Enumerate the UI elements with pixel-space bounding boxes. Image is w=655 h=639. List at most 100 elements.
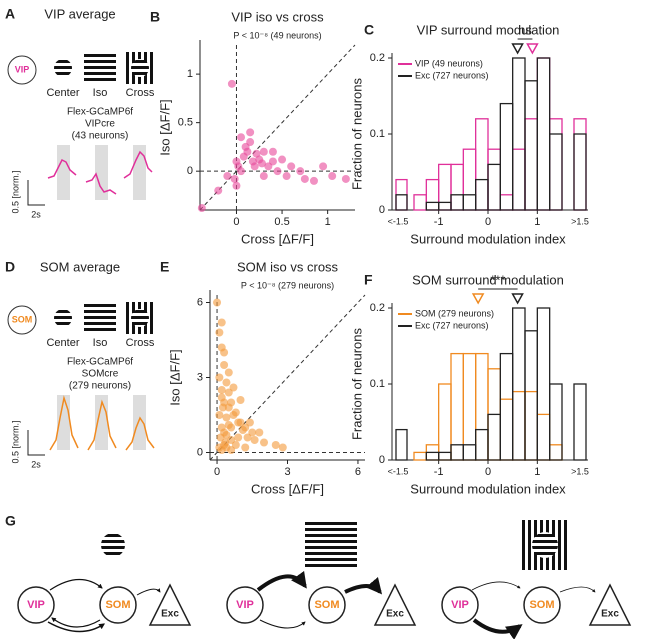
- panel-a: A VIP average VIP Center Iso Cross Flex-…: [5, 6, 156, 219]
- point: [232, 181, 241, 190]
- bar: [536, 57, 551, 211]
- reporter: (43 neurons): [72, 131, 129, 142]
- point: [236, 396, 245, 404]
- panel-g: G VIP SOM Exc VIP SOM Exc VIP SOM Exc: [5, 513, 632, 639]
- bar: [524, 80, 538, 211]
- bar: [450, 352, 464, 461]
- panel-title: VIP average: [44, 6, 115, 21]
- y-tick-label: 3: [197, 371, 203, 383]
- bar: [425, 201, 440, 211]
- cell-icon: [7, 305, 37, 335]
- x-tick-label: 0: [233, 216, 239, 228]
- point: [328, 172, 337, 181]
- point: [216, 433, 225, 442]
- point: [268, 147, 277, 156]
- point: [237, 133, 246, 142]
- point: [278, 155, 287, 164]
- point: [259, 172, 268, 181]
- y-tick-label: 0: [187, 165, 193, 177]
- point: [221, 438, 230, 447]
- iso-stim: [84, 302, 116, 334]
- point: [230, 174, 239, 183]
- point: [220, 348, 229, 357]
- x-tick-label: >1.5: [571, 216, 589, 226]
- point: [268, 157, 277, 166]
- annotation: P < 10⁻⁸ (279 neurons): [241, 280, 334, 290]
- legend-label: Exc (727 neurons): [415, 320, 489, 330]
- legend-label: Exc (727 neurons): [415, 70, 489, 80]
- bar: [413, 451, 427, 461]
- legend-label: VIP (49 neurons): [415, 58, 483, 68]
- trace: [85, 172, 117, 195]
- point: [217, 318, 226, 327]
- cell-label: VIP: [15, 64, 30, 74]
- panel-letter: C: [364, 22, 374, 38]
- x-tick-label: 0: [214, 466, 220, 478]
- point: [248, 428, 257, 437]
- y-tick-label: 0.2: [370, 302, 385, 314]
- x-axis-label: Surround modulation index: [410, 231, 566, 246]
- y-tick-label: 6: [197, 296, 203, 308]
- stim-label: Center: [46, 87, 79, 99]
- panel-d: D SOM average SOM Center Iso Cross Flex-…: [5, 259, 156, 469]
- x-tick-label: 0.5: [274, 216, 289, 228]
- point: [243, 147, 252, 156]
- point: [224, 388, 233, 397]
- unity-line: [199, 44, 356, 211]
- bar: [475, 178, 489, 211]
- bar: [499, 194, 514, 211]
- center-stim: [54, 309, 72, 327]
- point: [300, 174, 309, 183]
- node-label: Exc: [601, 609, 619, 620]
- point: [215, 411, 224, 419]
- cell-icon: [7, 55, 37, 85]
- stim-label: Cross: [126, 87, 155, 99]
- bar: [524, 118, 538, 211]
- point: [237, 167, 246, 176]
- bar: [450, 444, 464, 461]
- bar: [425, 178, 440, 211]
- stim-window: [133, 395, 146, 450]
- bar: [438, 383, 452, 461]
- scale-bar: [27, 180, 45, 206]
- point: [246, 128, 255, 137]
- annotation: ***: [490, 272, 505, 287]
- stim-window: [57, 145, 70, 200]
- point: [273, 167, 282, 176]
- panel-title: SOM average: [40, 259, 120, 274]
- bar: [450, 163, 464, 211]
- bar: [462, 194, 477, 211]
- y-tick-label: 0.1: [370, 378, 385, 390]
- x-tick-label: 0: [485, 466, 491, 478]
- annotation: ns: [518, 22, 532, 37]
- point: [309, 176, 318, 185]
- bar: [499, 398, 514, 461]
- bar: [438, 201, 452, 211]
- point: [260, 438, 269, 447]
- bar: [462, 444, 477, 461]
- bar: [487, 163, 501, 211]
- point: [215, 373, 224, 382]
- point: [243, 433, 252, 442]
- stim-label: Iso: [93, 87, 108, 99]
- scale-label: 2s: [31, 459, 41, 469]
- x-tick-label: <-1.5: [388, 216, 409, 226]
- mean-marker: [511, 43, 524, 55]
- scale-label: 0.5 [norm.]: [10, 170, 20, 213]
- x-tick-label: <-1.5: [388, 466, 409, 476]
- point: [278, 443, 287, 452]
- trace: [125, 416, 155, 451]
- reporter: (279 neurons): [69, 381, 131, 392]
- trace: [47, 158, 77, 179]
- underflow-bar: [395, 428, 408, 461]
- bar: [462, 148, 477, 211]
- point: [222, 378, 231, 387]
- y-axis-label: Fraction of neurons: [349, 328, 364, 441]
- reporter: Flex-GCaMP6f: [67, 107, 133, 118]
- overflow-bar: [573, 133, 587, 211]
- overflow-bar: [573, 383, 587, 461]
- center-stim: [54, 59, 72, 77]
- mean-marker: [526, 43, 539, 55]
- overflow-bar: [573, 118, 587, 211]
